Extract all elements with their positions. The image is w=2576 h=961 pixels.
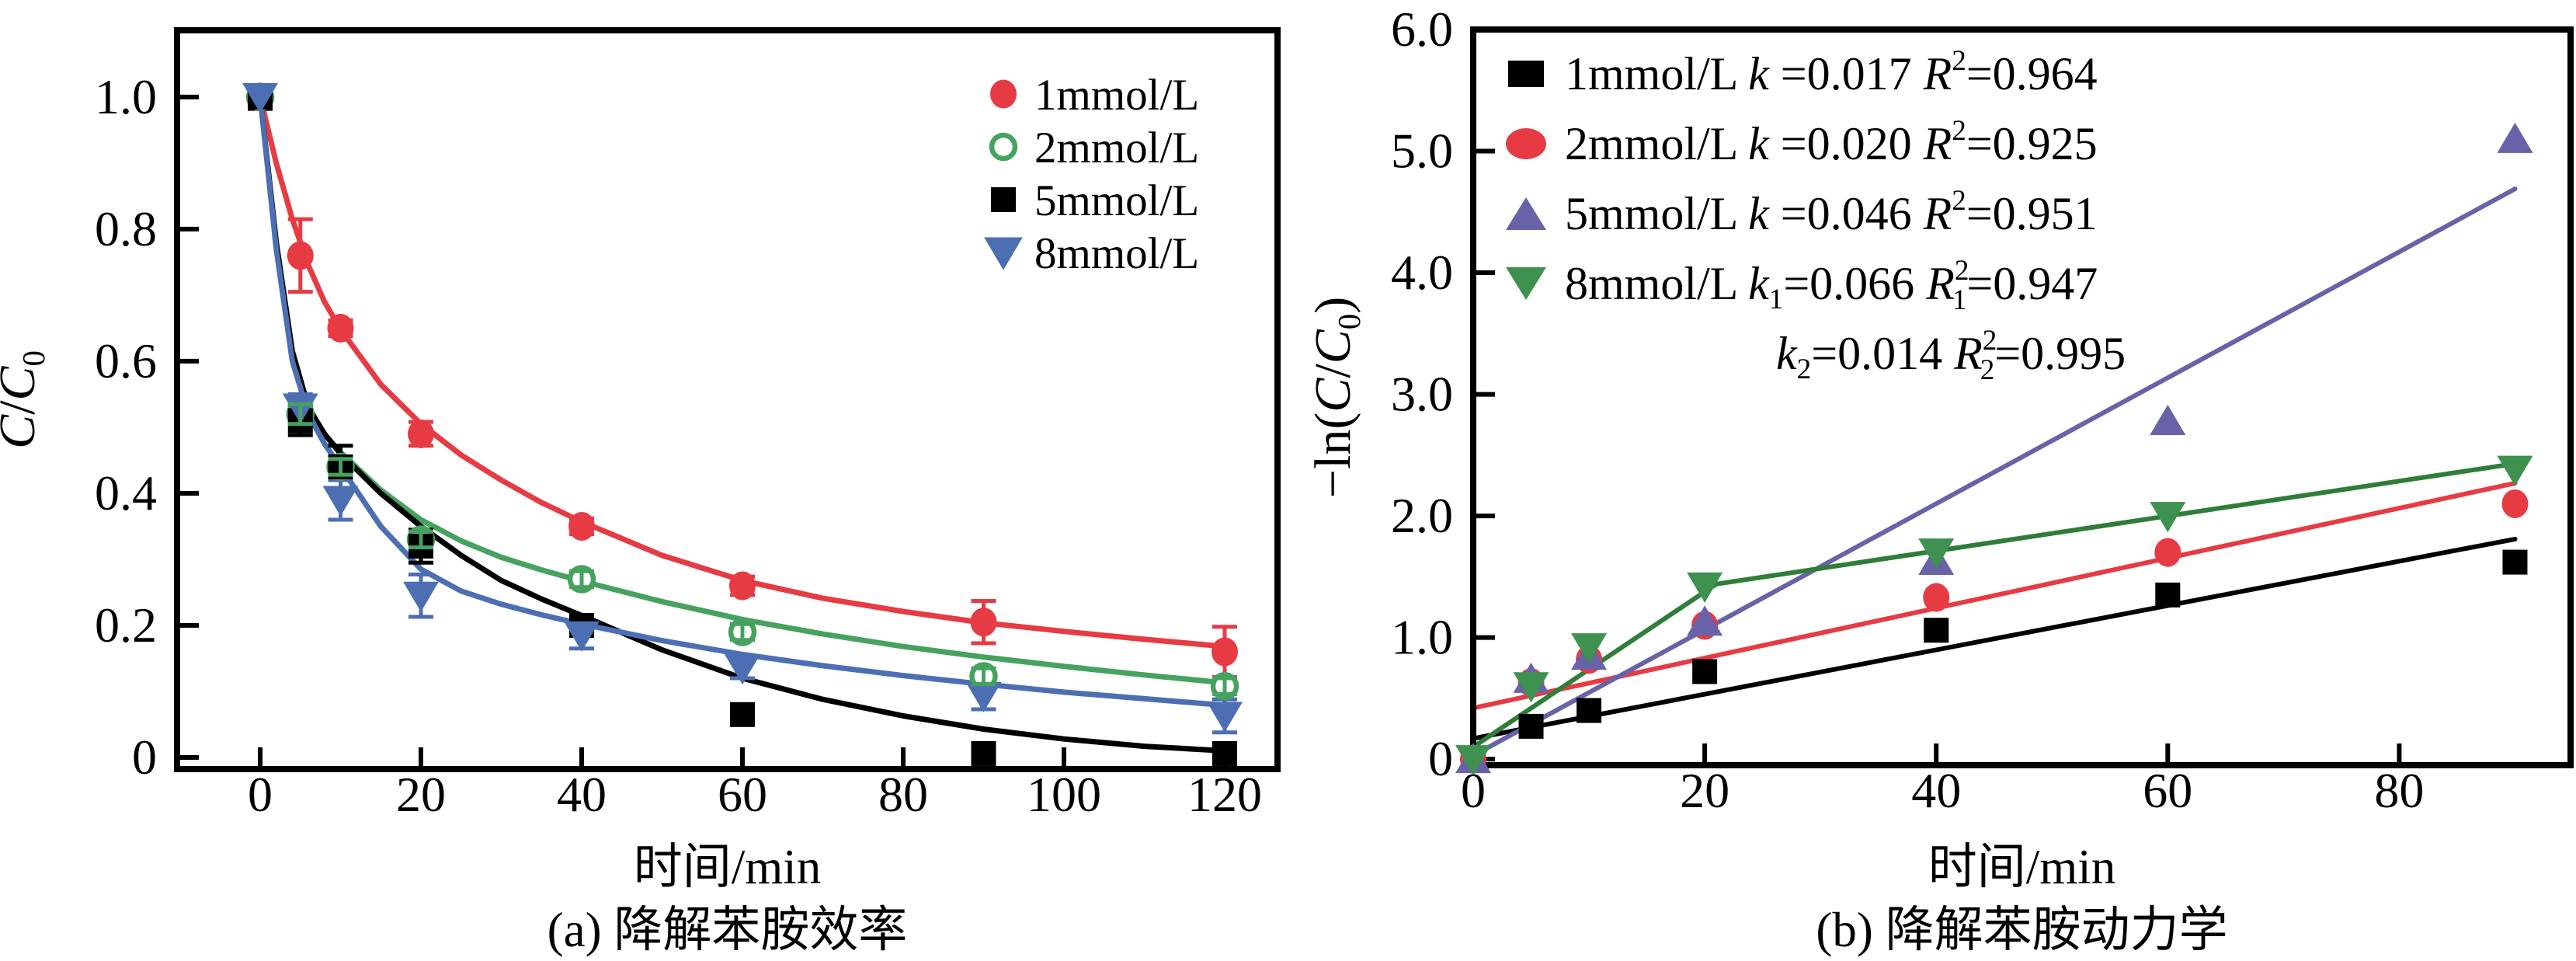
error-bar-2mmol-l	[408, 529, 434, 550]
x-tick-label: 100	[1027, 767, 1101, 822]
x-tick-label: 60	[718, 767, 767, 822]
y-tick-label: 1.0	[1391, 610, 1453, 665]
error-bar-2mmol-l	[569, 569, 595, 590]
curve-1mmol-l	[257, 94, 1228, 649]
legend-row-4: 8mmol/L k1=0.066 R2 1=0.947	[1506, 255, 2098, 316]
x-tick-label: 120	[1187, 767, 1262, 822]
fit-line-5mmol-l	[1471, 186, 2518, 758]
fit-line-2mmol-l	[1471, 480, 2518, 711]
series-points-8mmol-l	[1455, 455, 2533, 776]
chart-b-canvas: 0 20 40 60 8001.02.03.04.05.06.0−ln(C/C0)1mm…	[1305, 2, 2574, 818]
series-points-8mmol-l	[242, 82, 1243, 733]
y-tick-label: 6.0	[1391, 2, 1453, 57]
axes-a: 0 20 40 60 80 100 120 0 0.2 0.4 0.6 0.8 1.0	[95, 27, 1281, 822]
plot-box	[1470, 26, 2574, 768]
fit-line-1mmol-l	[1471, 536, 2518, 741]
caption-a: (a) 降解苯胺效率	[547, 903, 908, 957]
x-axis-label-a: 时间/min	[633, 840, 822, 894]
plot-box	[174, 27, 1281, 772]
x-tick-label: 40	[1911, 763, 1961, 818]
error-bar-2mmol-l	[287, 402, 313, 427]
x-tick-label: 80	[2374, 763, 2424, 818]
legend-b: 1mmol/L k =0.017 R2=0.964 2mmol/L k =0.02…	[1506, 45, 2126, 386]
legend-row-5: k2=0.014 R2 2=0.995	[1776, 325, 2126, 386]
y-tick-label: 0	[1428, 731, 1453, 786]
y-axis-label-a: C/C0	[0, 350, 51, 449]
legend-label: 5mmol/L	[1034, 176, 1199, 225]
x-tick-label: 60	[2143, 763, 2192, 818]
caption-b: (b) 降解苯胺动力学	[1816, 903, 2228, 957]
y-tick-label: 1.0	[95, 69, 157, 124]
error-bar-2mmol-l	[1212, 676, 1238, 696]
legend-row-2mmol-l: 2mmol/L	[989, 124, 1199, 172]
legend-row-2: 2mmol/L k =0.020 R2=0.925	[1506, 115, 2098, 169]
panel-a: 0 20 40 60 80 100 120 0 0.2 0.4 0.6 0.8 1.0 C/C0 1mmol…	[0, 27, 1281, 957]
legend-label: 8mmol/L	[1034, 229, 1199, 278]
legend-row-8mmol-l: 8mmol/L	[984, 229, 1199, 278]
legend-row-5mmol-l: 5mmol/L	[991, 176, 1199, 225]
error-bar-2mmol-l	[730, 622, 756, 642]
x-tick-label: 20	[396, 767, 446, 822]
y-tick-label: 0.6	[95, 333, 157, 388]
y-tick-label: 0.8	[95, 201, 157, 256]
fit-line-8mmol-l	[1471, 461, 2518, 750]
x-tick-label: 40	[557, 767, 607, 822]
legend-text: 1mmol/L k =0.017 R2=0.964	[1565, 45, 2098, 99]
legend-row-3: 5mmol/L k =0.046 R2=0.951	[1506, 185, 2098, 239]
legend-label: 2mmol/L	[1034, 124, 1199, 172]
chart-a-canvas: 0 20 40 60 80 100 120 0 0.2 0.4 0.6 0.8 1.0 C/C0 1mmol…	[0, 27, 1281, 822]
legend-text: 5mmol/L k =0.046 R2=0.951	[1565, 185, 2098, 239]
x-tick-label: 20	[1680, 763, 1730, 818]
legend-label: 1mmol/L	[1034, 71, 1199, 120]
panel-b: 0 20 40 60 80 0 1.0 2.0 3.0 4.0 5.0 6.0 −ln(C/C0) 1mm…	[1288, 0, 2576, 961]
y-tick-label: 3.0	[1391, 367, 1453, 422]
legend-row-1: 1mmol/L k =0.017 R2=0.964	[1508, 45, 2098, 99]
legend-row-1mmol-l: 1mmol/L	[990, 71, 1199, 120]
y-tick-label: 4.0	[1391, 245, 1453, 300]
legend-text: 2mmol/L k =0.020 R2=0.925	[1565, 115, 2098, 169]
error-bar-2mmol-l	[328, 457, 353, 477]
error-bar-2mmol-l	[971, 666, 996, 687]
x-axis-label-b: 时间/min	[1928, 840, 2116, 894]
series-points-2mmol-l	[1460, 489, 2529, 774]
y-tick-label: 0.4	[95, 465, 157, 521]
x-tick-label: 80	[878, 767, 928, 822]
y-axis-label-b: −ln(C/C0)	[1305, 297, 1367, 498]
y-tick-label: 5.0	[1391, 124, 1453, 179]
y-tick-label: 0.2	[95, 597, 157, 653]
y-tick-label: 0	[132, 729, 157, 785]
y-tick-label: 2.0	[1391, 488, 1453, 543]
x-tick-label: 0	[248, 767, 273, 822]
legend-text: k2=0.014 R2 2=0.995	[1776, 325, 2126, 386]
legend-text: 8mmol/L k1=0.066 R2 1=0.947	[1565, 255, 2098, 316]
series-points-1mmol-l	[1461, 549, 2528, 772]
